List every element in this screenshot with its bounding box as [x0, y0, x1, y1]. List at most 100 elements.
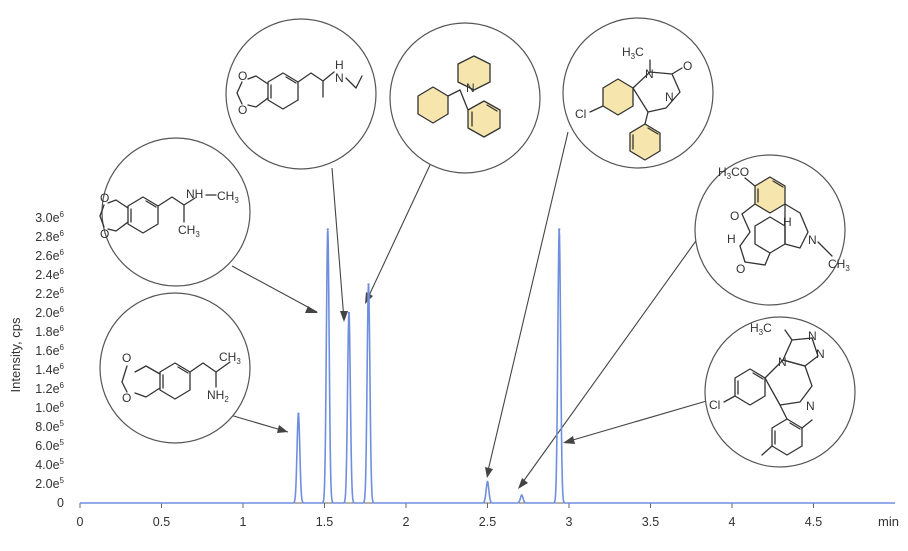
- bubble-mda: [99, 292, 251, 444]
- x-tick-label: 4.5: [805, 515, 822, 529]
- bubble-mdea: [225, 18, 377, 170]
- hydrocodone-o-keto: O: [736, 262, 745, 276]
- hydrocodone-o-ring: O: [730, 209, 739, 223]
- mda-nh2: NH2: [207, 388, 229, 404]
- mdma-ch3-n: CH3: [217, 189, 239, 205]
- peak-apex: [558, 228, 561, 231]
- peak-apex: [367, 283, 370, 286]
- y-tick-label: 2.8e6: [35, 229, 64, 244]
- y-tick-label: 1.4e6: [35, 362, 64, 377]
- hydrocodone-h1: H: [727, 232, 736, 246]
- x-tick-label: 3.5: [642, 515, 659, 529]
- hydrocodone-n: N: [808, 233, 817, 247]
- triazolam-n4: N: [806, 399, 815, 413]
- diazepam-cl: Cl: [575, 107, 586, 121]
- hydrocodone-h2: H: [783, 215, 792, 229]
- structure-mdma: O O NH CH3 CH3: [99, 137, 251, 287]
- hydrocodone-h3co: H3CO: [718, 165, 749, 181]
- y-tick-label: 0: [57, 496, 64, 510]
- y-tick-label: 6.0e5: [35, 438, 64, 453]
- y-tick-label: 2.0e6: [35, 305, 64, 320]
- triazolam-cl: Cl: [709, 398, 720, 412]
- mda-o1: O: [122, 351, 131, 365]
- bubble-mdma: [101, 137, 251, 287]
- triazolam-h3c: H3C: [750, 321, 772, 337]
- x-tick-label: 1: [240, 515, 247, 529]
- x-tick-label: 3: [566, 515, 573, 529]
- x-unit-label: min: [878, 514, 899, 529]
- diazepam-n1: N: [645, 67, 654, 81]
- ring-pcp-cyclohexyl: [417, 86, 449, 124]
- structure-hydrocodone: H3CO O H O H N CH3: [694, 154, 850, 306]
- structure-mdea: O O H N: [225, 18, 377, 170]
- x-tick-label: 0: [77, 515, 84, 529]
- pointer-hydrocodone: [519, 237, 699, 487]
- peak-markers: [297, 228, 561, 497]
- mda-ch3: CH3: [219, 350, 241, 366]
- peak-apex: [297, 412, 300, 415]
- hydrocodone-ch3: CH3: [828, 257, 850, 273]
- ring-mdma: [127, 196, 159, 234]
- bubble-diazepam: [562, 17, 714, 169]
- y-axis-title: Intensity, cps: [8, 317, 23, 392]
- x-tick-label: 1.5: [316, 515, 333, 529]
- pointer-pcp: [365, 164, 431, 303]
- arrowhead-triazolam: [563, 436, 575, 444]
- pointer-mdma: [231, 265, 318, 313]
- y-tick-label: 2.2e6: [35, 286, 64, 301]
- diazepam-h3c: H3C: [622, 45, 644, 61]
- y-ticks: 0 2.0e5 4.0e5 6.0e5 8.0e5 1.0e6 1.2e6 1.4e6 1.6e…: [35, 210, 64, 510]
- diazepam-o: O: [683, 59, 692, 73]
- pointer-mdea: [331, 167, 345, 321]
- peak-apex: [520, 494, 523, 497]
- x-tick-label: 4: [729, 515, 736, 529]
- peak-apex: [326, 228, 329, 231]
- pointer-lines: [219, 131, 711, 489]
- pointer-diazepam: [486, 131, 569, 476]
- x-tick-label: 2.5: [479, 515, 496, 529]
- pcp-n: N: [466, 81, 475, 95]
- arrowhead-mdea: [340, 311, 348, 322]
- x-tick-label: 0.5: [153, 515, 170, 529]
- peak-apex: [347, 311, 351, 315]
- structure-triazolam: H3C N N N N Cl: [704, 316, 856, 468]
- y-tick-label: 1.8e6: [35, 324, 64, 339]
- structure-pcp: N: [389, 22, 541, 174]
- x-tick-label: 2: [403, 515, 410, 529]
- triazolam-n1: N: [778, 355, 787, 369]
- arrowhead-mdma: [305, 306, 318, 313]
- y-tick-label: 8.0e5: [35, 419, 64, 434]
- mdma-ch3-c: CH3: [178, 223, 200, 239]
- bubble-triazolam: [704, 316, 856, 468]
- pointer-triazolam: [565, 399, 711, 443]
- mda-o2: O: [122, 391, 131, 405]
- diazepam-n2: N: [665, 90, 674, 104]
- bubble-pcp: [389, 22, 541, 174]
- ring-triazolam-triazole: [782, 337, 819, 367]
- bubble-hydrocodone: [694, 154, 846, 306]
- ring-pcp-phenyl: [467, 100, 501, 138]
- arrowhead-hydrocodone: [518, 478, 528, 489]
- triazolam-n2: N: [808, 329, 817, 343]
- mdma-o2: O: [100, 227, 109, 241]
- structure-mda: O O CH3 NH2: [99, 292, 251, 444]
- peak-apex: [486, 480, 489, 484]
- y-tick-label: 1.0e6: [35, 400, 64, 415]
- ring-mda: [159, 362, 191, 400]
- arrowhead-mda: [277, 425, 288, 433]
- triazolam-n3: N: [816, 347, 825, 361]
- mdea-o2: O: [238, 103, 247, 117]
- mdea-o1: O: [238, 69, 247, 83]
- y-tick-label: 2.6e6: [35, 248, 64, 263]
- ring-mdea: [267, 72, 299, 110]
- ring-pcp-piperidine: [457, 55, 491, 91]
- y-tick-label: 2.0e5: [35, 476, 64, 491]
- mdea-h: H: [335, 58, 344, 72]
- y-tick-label: 2.4e6: [35, 267, 64, 282]
- y-tick-label: 1.2e6: [35, 381, 64, 396]
- mdma-o1: O: [100, 191, 109, 205]
- y-tick-label: 4.0e5: [35, 457, 64, 472]
- ring-hydrocodone-d: [784, 203, 809, 249]
- x-ticks: 0 0.5 1 1.5 2 2.5 3 3.5 4 4.5: [77, 503, 822, 529]
